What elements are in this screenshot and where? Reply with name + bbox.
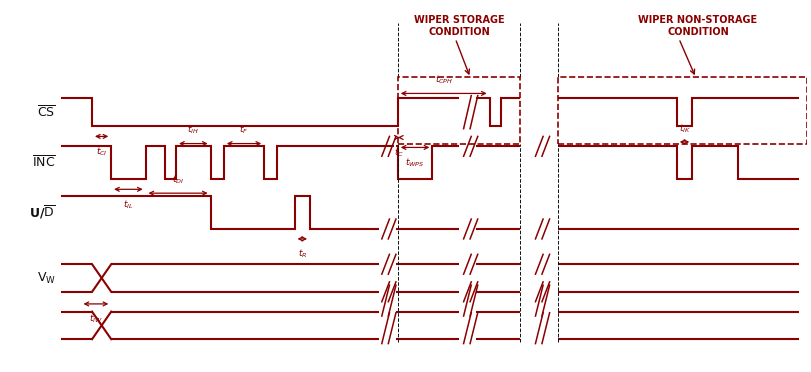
Text: $t_{DI}$: $t_{DI}$ [172,173,184,186]
Text: $t_{IL}$: $t_{IL}$ [123,198,134,211]
Text: $t_{CI}$: $t_{CI}$ [96,145,107,158]
Text: $t_R$: $t_R$ [298,248,307,260]
Text: $t_{IH}$: $t_{IH}$ [187,124,200,137]
Text: $t_F$: $t_F$ [239,124,249,137]
Text: U/$\overline{\rm D}$: U/$\overline{\rm D}$ [29,204,56,221]
Text: $t_C$: $t_C$ [394,146,404,159]
Bar [559,77,807,144]
Bar [398,77,520,144]
Text: $t_{IW}$: $t_{IW}$ [89,313,103,325]
Text: $t_{WPS}$: $t_{WPS}$ [406,156,425,169]
Text: WIPER STORAGE
CONDITION: WIPER STORAGE CONDITION [414,15,504,37]
Text: WIPER NON-STORAGE
CONDITION: WIPER NON-STORAGE CONDITION [638,15,757,37]
Text: $\overline{\rm INC}$: $\overline{\rm INC}$ [32,155,56,171]
Text: $t_{CPH}$: $t_{CPH}$ [435,74,453,86]
Text: $\rm V_W$: $\rm V_W$ [36,270,56,286]
Text: $t_{IK}$: $t_{IK}$ [679,122,690,135]
Text: $\overline{\rm CS}$: $\overline{\rm CS}$ [37,105,56,120]
